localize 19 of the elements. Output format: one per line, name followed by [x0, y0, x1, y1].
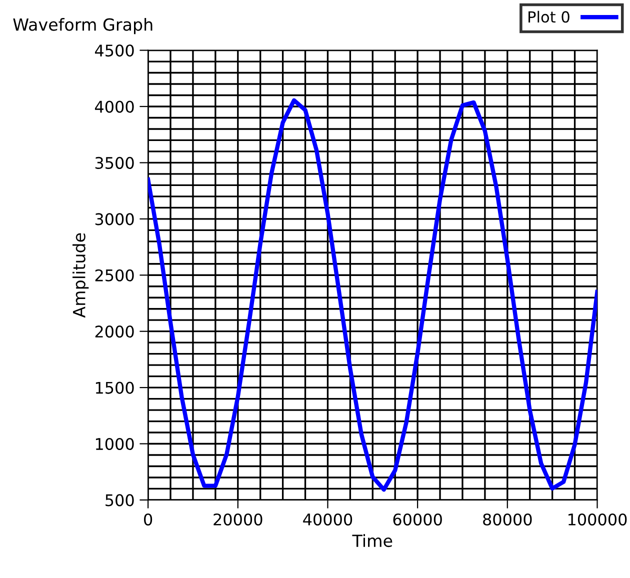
y-tick-label: 2500 [95, 269, 134, 282]
y-axis-title: Amplitude [72, 233, 89, 318]
y-tick-label: 500 [106, 494, 134, 506]
y-tick-label: 1000 [96, 438, 134, 450]
x-tick-label: 80000 [483, 513, 532, 526]
y-tick-label: 1500 [96, 382, 134, 394]
y-tick-label: 4500 [94, 44, 134, 57]
x-tick-label: 60000 [393, 513, 442, 526]
y-tick-label: 3500 [95, 156, 134, 169]
y-tick-label: 3000 [95, 213, 134, 226]
x-tick-label: 40000 [303, 513, 352, 526]
legend-label: Plot 0 [528, 10, 570, 23]
x-tick-label: 20000 [214, 513, 262, 526]
chart-title: Waveform Graph [13, 18, 152, 34]
x-tick-label: 100000 [568, 513, 627, 526]
y-tick-label: 2000 [95, 326, 134, 338]
y-tick-label: 4000 [94, 100, 134, 113]
x-tick-label: 0 [144, 513, 152, 526]
x-axis-title: Time [352, 534, 392, 548]
